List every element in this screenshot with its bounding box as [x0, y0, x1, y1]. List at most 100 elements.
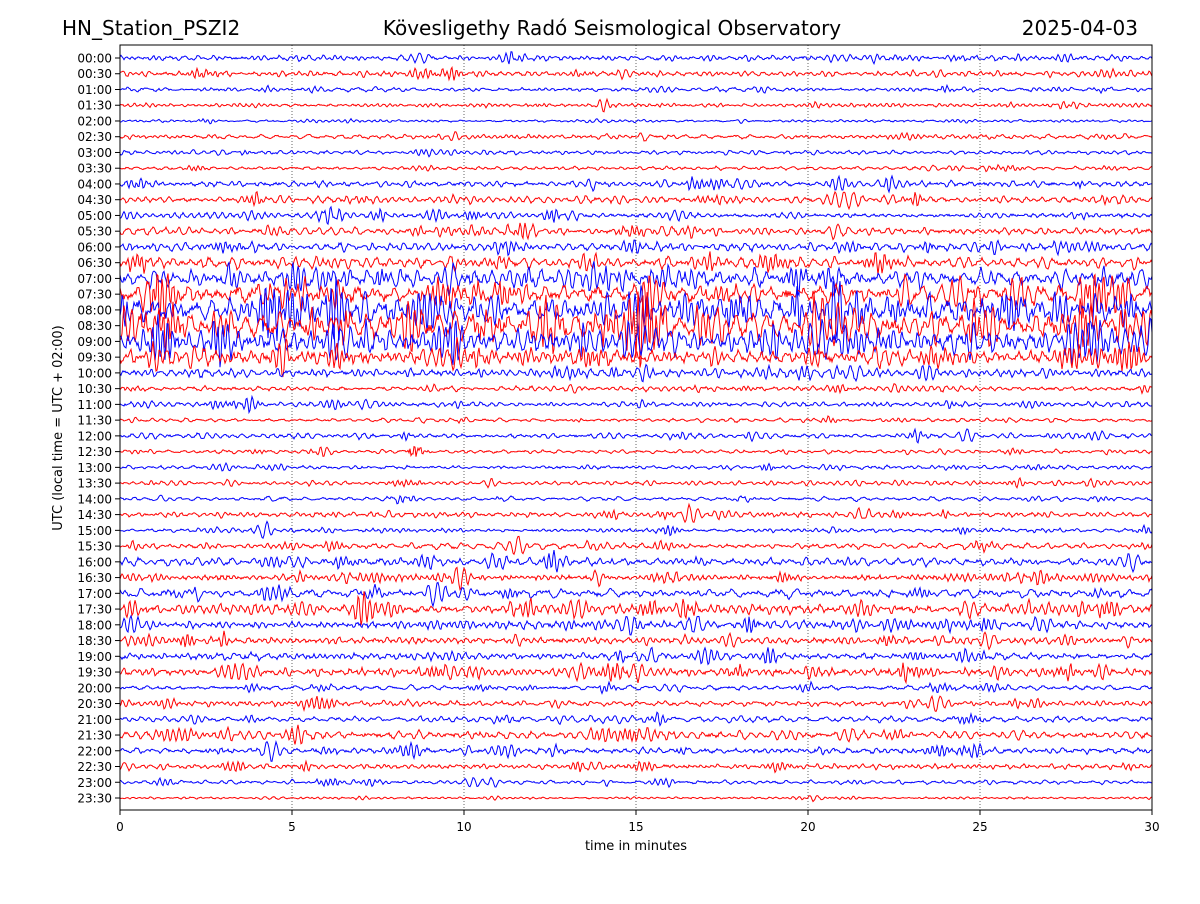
y-tick-label: 08:30 — [77, 319, 112, 333]
y-tick-label: 19:30 — [77, 666, 112, 680]
y-tick-label: 20:00 — [77, 681, 112, 695]
trace-1100 — [120, 394, 1152, 415]
date-title: 2025-04-03 — [1022, 16, 1138, 40]
y-tick-label: 08:00 — [77, 303, 112, 317]
y-tick-label: 04:30 — [77, 193, 112, 207]
trace-0800 — [120, 276, 1152, 342]
y-tick-label: 15:30 — [77, 540, 112, 554]
trace-1630 — [120, 566, 1152, 591]
x-tick-label: 15 — [628, 820, 643, 834]
x-tick-label: 0 — [116, 820, 124, 834]
trace-1500 — [120, 520, 1152, 539]
y-tick-label: 23:30 — [77, 792, 112, 806]
trace-1730 — [120, 591, 1152, 626]
y-tick-label: 18:00 — [77, 618, 112, 632]
station-title: HN_Station_PSZI2 — [62, 16, 240, 40]
trace-2130 — [120, 724, 1152, 745]
y-tick-label: 09:30 — [77, 351, 112, 365]
x-tick-label: 30 — [1144, 820, 1159, 834]
trace-0930 — [120, 337, 1152, 378]
trace-1230 — [120, 445, 1152, 457]
y-tick-label: 14:30 — [77, 508, 112, 522]
trace-0600 — [120, 239, 1152, 257]
trace-1130 — [120, 415, 1152, 425]
trace-1900 — [120, 646, 1152, 666]
y-tick-label: 18:30 — [77, 634, 112, 648]
x-axis-label: time in minutes — [585, 839, 687, 854]
y-tick-label: 00:00 — [77, 52, 112, 66]
traces — [120, 51, 1152, 803]
trace-2330 — [120, 795, 1152, 803]
trace-0000 — [120, 51, 1152, 65]
y-tick-label: 06:00 — [77, 240, 112, 254]
y-tick-label: 10:30 — [77, 382, 112, 396]
y-tick-label: 01:00 — [77, 83, 112, 97]
trace-1300 — [120, 462, 1152, 472]
y-tick-label: 20:30 — [77, 697, 112, 711]
x-axis: 0 5 10 15 20 25 30 — [116, 810, 1160, 834]
y-tick-label: 19:00 — [77, 650, 112, 664]
y-tick-label: 21:00 — [77, 713, 112, 727]
trace-2000 — [120, 680, 1152, 695]
y-tick-label: 02:00 — [77, 114, 112, 128]
x-tick-label: 20 — [800, 820, 815, 834]
y-tick-label: 07:00 — [77, 272, 112, 286]
y-tick-label: 12:30 — [77, 445, 112, 459]
trace-1930 — [120, 661, 1152, 685]
y-tick-label: 11:00 — [77, 398, 112, 412]
trace-0230 — [120, 131, 1152, 142]
y-tick-label: 03:30 — [77, 162, 112, 176]
trace-1800 — [120, 614, 1152, 636]
y-tick-label: 22:30 — [77, 760, 112, 774]
y-tick-label: 14:00 — [77, 492, 112, 506]
trace-0500 — [120, 205, 1152, 226]
trace-1430 — [120, 502, 1152, 524]
y-tick-label: 23:00 — [77, 776, 112, 790]
y-tick-label: 10:00 — [77, 366, 112, 380]
trace-0330 — [120, 163, 1152, 173]
trace-2100 — [120, 711, 1152, 727]
y-tick-label: 07:30 — [77, 288, 112, 302]
y-tick-label: 13:30 — [77, 477, 112, 491]
trace-0700 — [120, 261, 1152, 298]
y-tick-label: 00:30 — [77, 67, 112, 81]
trace-1600 — [120, 550, 1152, 574]
y-tick-label: 05:30 — [77, 225, 112, 239]
trace-1200 — [120, 427, 1152, 444]
trace-0400 — [120, 174, 1152, 194]
trace-0130 — [120, 97, 1152, 113]
trace-2200 — [120, 739, 1152, 762]
y-tick-label: 09:00 — [77, 335, 112, 349]
trace-0730 — [120, 273, 1152, 321]
trace-2300 — [120, 776, 1152, 789]
x-tick-label: 25 — [972, 820, 987, 834]
trace-0100 — [120, 83, 1152, 95]
x-tick-label: 10 — [456, 820, 471, 834]
y-tick-label: 15:00 — [77, 524, 112, 538]
trace-1830 — [120, 630, 1152, 651]
y-tick-label: 17:00 — [77, 587, 112, 601]
y-tick-label: 12:00 — [77, 429, 112, 443]
trace-0830 — [120, 291, 1152, 368]
y-axis-label: UTC (local time = UTC + 02:00) — [51, 325, 66, 530]
trace-1530 — [120, 535, 1152, 556]
trace-2230 — [120, 759, 1152, 774]
trace-0900 — [120, 314, 1152, 368]
y-tick-label: 06:30 — [77, 256, 112, 270]
y-tick-label: 04:00 — [77, 177, 112, 191]
y-tick-label: 03:00 — [77, 146, 112, 160]
y-tick-label: 13:00 — [77, 461, 112, 475]
trace-0530 — [120, 222, 1152, 241]
trace-1400 — [120, 494, 1152, 505]
y-tick-label: 17:30 — [77, 603, 112, 617]
y-tick-label: 16:00 — [77, 555, 112, 569]
trace-0200 — [120, 117, 1152, 125]
y-tick-label: 01:30 — [77, 99, 112, 113]
trace-2030 — [120, 694, 1152, 713]
trace-1030 — [120, 383, 1152, 395]
y-tick-label: 16:30 — [77, 571, 112, 585]
trace-1330 — [120, 476, 1152, 489]
x-tick-label: 5 — [288, 820, 296, 834]
